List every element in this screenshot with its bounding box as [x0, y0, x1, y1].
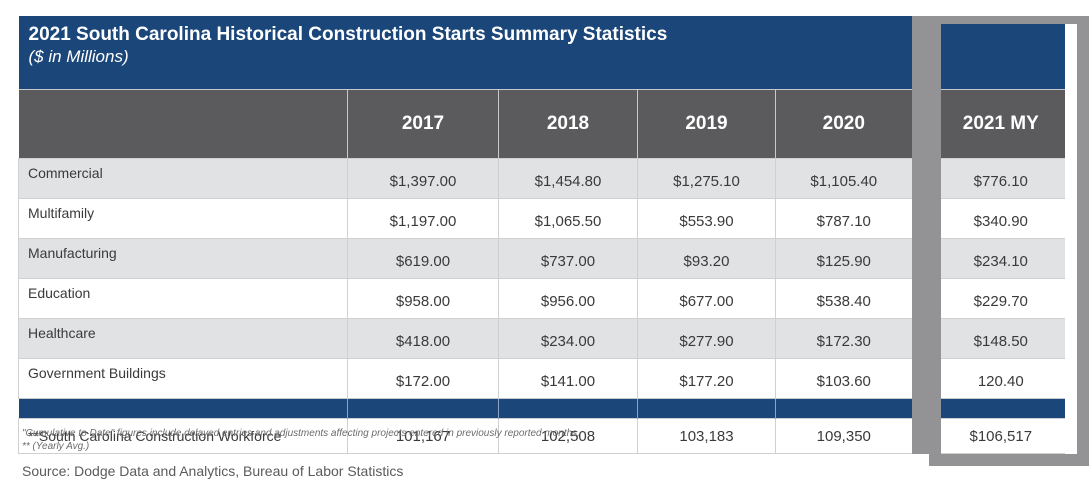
cell-2018: $141.00	[498, 358, 638, 399]
highlight-gap	[911, 89, 937, 159]
table-row-manufacturing: Manufacturing $619.00 $737.00 $93.20 $12…	[18, 238, 1065, 279]
table-row-commercial: Commercial $1,397.00 $1,454.80 $1,275.10…	[18, 158, 1065, 199]
cell-2018: 102,508	[498, 418, 638, 454]
row-label: Government Buildings	[18, 358, 348, 399]
highlight-gap	[911, 418, 937, 454]
cell-2021: 120.40	[936, 358, 1065, 399]
cell-2020: $1,105.40	[774, 158, 912, 199]
cell-2018: $956.00	[498, 278, 638, 319]
footnote-yearly-avg: ** (Yearly Avg.)	[22, 441, 90, 452]
row-label: Healthcare	[18, 318, 348, 359]
cell-2019: 103,183	[637, 418, 776, 454]
cell-2017: $958.00	[347, 278, 499, 319]
column-header-row: 2017 2018 2019 2020 2021 MY	[18, 89, 1065, 159]
table-row-healthcare: Healthcare $418.00 $234.00 $277.90 $172.…	[18, 318, 1065, 359]
table-row-multifamily: Multifamily $1,197.00 $1,065.50 $553.90 …	[18, 198, 1065, 239]
highlight-gap	[911, 358, 937, 399]
source-line: Source: Dodge Data and Analytics, Bureau…	[22, 463, 404, 479]
cell-2017: $619.00	[347, 238, 499, 279]
cell-2019: $1,275.10	[637, 158, 776, 199]
separator-cell	[347, 398, 499, 419]
separator-row	[18, 398, 1065, 419]
highlight-gap	[911, 278, 937, 319]
row-label: Commercial	[18, 158, 348, 199]
cell-2017: $172.00	[347, 358, 499, 399]
header-2020: 2020	[774, 89, 912, 159]
cell-2018: $234.00	[498, 318, 638, 359]
cell-2020: $172.30	[774, 318, 912, 359]
cell-2021: $776.10	[936, 158, 1065, 199]
cell-2020: $125.90	[774, 238, 912, 279]
separator-cell	[18, 398, 348, 419]
highlight-gap	[911, 318, 937, 359]
cell-2018: $1,454.80	[498, 158, 638, 199]
cell-2017: $1,197.00	[347, 198, 499, 239]
cell-2020: 109,350	[774, 418, 912, 454]
header-2017: 2017	[347, 89, 499, 159]
row-label: Manufacturing	[18, 238, 348, 279]
cell-2021: $106,517	[936, 418, 1065, 454]
cell-2019: $553.90	[637, 198, 776, 239]
cell-2021: $340.90	[936, 198, 1065, 239]
highlight-gap	[911, 238, 937, 279]
row-label: **South Carolina Construction Workforce	[18, 418, 348, 454]
footnote-cumulative: "Cumulative to Date" figures include del…	[22, 428, 580, 439]
header-blank	[18, 89, 348, 159]
construction-starts-table: 2021 South Carolina Historical Construct…	[18, 16, 1065, 454]
cell-2020: $103.60	[774, 358, 912, 399]
header-2019: 2019	[637, 89, 776, 159]
cell-2018: $737.00	[498, 238, 638, 279]
highlight-gap	[911, 398, 937, 419]
table-title: 2021 South Carolina Historical Construct…	[28, 24, 668, 45]
table-row-education: Education $958.00 $956.00 $677.00 $538.4…	[18, 278, 1065, 319]
highlight-gap	[911, 16, 937, 90]
highlight-gap	[911, 158, 937, 199]
cell-2017: $1,397.00	[347, 158, 499, 199]
header-2018: 2018	[498, 89, 638, 159]
separator-cell	[936, 398, 1065, 419]
cell-2019: $677.00	[637, 278, 776, 319]
cell-2020: $787.10	[774, 198, 912, 239]
cell-2018: $1,065.50	[498, 198, 638, 239]
cell-2017: $418.00	[347, 318, 499, 359]
table-row-workforce: **South Carolina Construction Workforce …	[18, 418, 1065, 454]
cell-2019: $277.90	[637, 318, 776, 359]
row-label: Multifamily	[18, 198, 348, 239]
title-row: 2021 South Carolina Historical Construct…	[18, 16, 1065, 90]
cell-2021: $234.10	[936, 238, 1065, 279]
row-label: Education	[18, 278, 348, 319]
table-row-government-buildings: Government Buildings $172.00 $141.00 $17…	[18, 358, 1065, 399]
title-cell-2021	[936, 16, 1065, 90]
cell-2019: $93.20	[637, 238, 776, 279]
separator-cell	[774, 398, 912, 419]
cell-2020: $538.40	[774, 278, 912, 319]
cell-2021: $229.70	[936, 278, 1065, 319]
cell-2021: $148.50	[936, 318, 1065, 359]
separator-cell	[498, 398, 638, 419]
header-2021-my: 2021 MY	[936, 89, 1065, 159]
table-subtitle: ($ in Millions)	[28, 47, 129, 66]
cell-2019: $177.20	[637, 358, 776, 399]
cell-2017: 101,167	[347, 418, 499, 454]
title-cell: 2021 South Carolina Historical Construct…	[18, 16, 912, 90]
highlight-gap	[911, 198, 937, 239]
separator-cell	[637, 398, 776, 419]
